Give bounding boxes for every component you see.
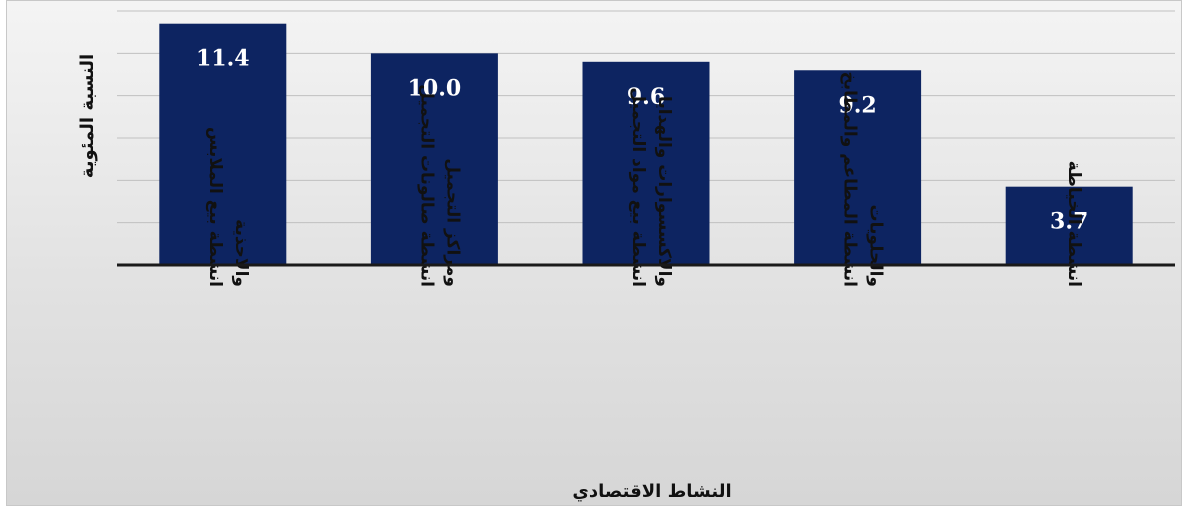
category-tick-line: انشطة الخياطة: [1064, 161, 1084, 287]
category-tick-label: انشطة صالونات التجميل ومراكز التجميل: [416, 84, 462, 287]
bar: [159, 23, 287, 266]
y-axis-label: النسبة المئوية: [77, 54, 98, 178]
bar: [1005, 186, 1133, 265]
category-tick-line: انشطة صالونات التجميل: [416, 84, 436, 287]
category-tick-label: انشطة الخياطة: [1064, 161, 1084, 287]
data-label: 9.6: [627, 84, 665, 110]
category-tick-line: والاحذية: [231, 219, 251, 287]
data-label: 10.0: [408, 75, 462, 101]
data-label: 3.7: [1050, 209, 1088, 235]
bar: [582, 61, 710, 265]
category-tick-line: انشطة المطاعم والمطابخ: [840, 72, 860, 287]
data-label: 11.4: [196, 46, 250, 72]
chart-frame: 11.4 انشطة بيع الملابس والاحذية 10.0 انشطة ص…: [6, 0, 1182, 506]
data-label: 9.2: [838, 92, 876, 118]
category-tick-label: انشطة بيع الملابس والاحذية: [205, 127, 251, 287]
category-tick-line: والاكسسوارات والهدايا: [654, 96, 674, 287]
bar: [794, 70, 922, 266]
bar: [370, 53, 498, 266]
category-tick-line: انشطة بيع مواد التجميل: [628, 87, 648, 287]
x-axis-label: النشاط الاقتصادي: [572, 481, 731, 502]
category-tick-line: انشطة بيع الملابس: [205, 127, 225, 287]
category-tick-label: انشطة بيع مواد التجميل والاكسسوارات والهد…: [628, 87, 674, 287]
category-tick-line: والحلويات: [866, 205, 886, 287]
category-tick-line: ومراكز التجميل: [442, 158, 462, 287]
